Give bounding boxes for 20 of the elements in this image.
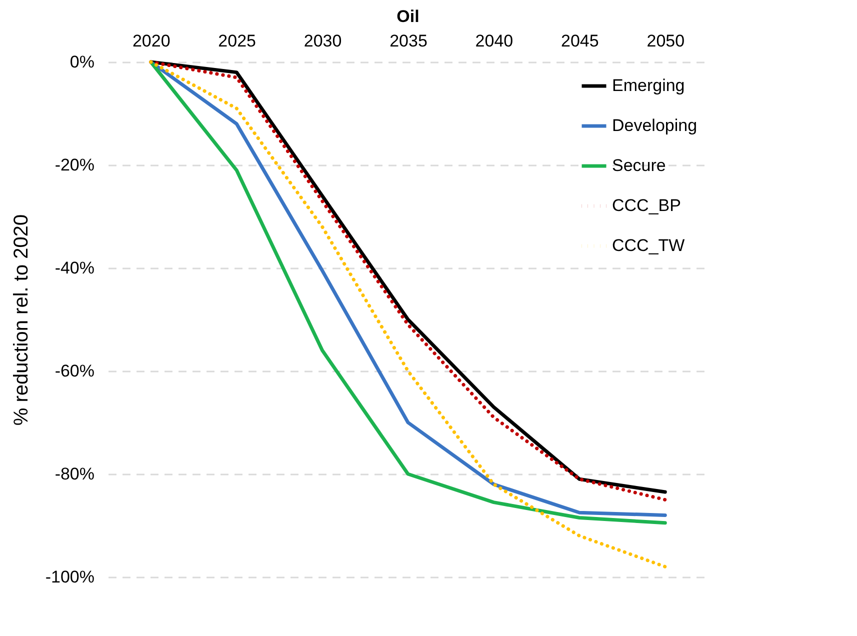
legend-label: Secure bbox=[612, 156, 666, 175]
legend-label: CCC_TW bbox=[612, 236, 685, 255]
x-tick-label: 2035 bbox=[390, 32, 428, 50]
legend-label: CCC_BP bbox=[612, 196, 681, 215]
legend-label: Developing bbox=[612, 116, 698, 135]
x-tick-label: 2020 bbox=[132, 32, 170, 50]
x-tick-label: 2045 bbox=[561, 32, 599, 50]
y-tick-label: -80% bbox=[54, 464, 94, 484]
chart-title: Oil bbox=[396, 7, 420, 26]
x-tick-label: 2030 bbox=[304, 32, 342, 50]
y-tick-label: -60% bbox=[54, 362, 94, 380]
y-tick-label: 0% bbox=[70, 52, 94, 72]
x-tick-label: 2040 bbox=[475, 32, 514, 50]
legend-label: Emerging bbox=[612, 76, 685, 95]
y-tick-label: -100% bbox=[45, 568, 94, 586]
y-tick-label: -40% bbox=[54, 258, 94, 278]
y-axis-title: % reduction rel. to 2020 bbox=[10, 214, 32, 426]
x-tick-label: 2050 bbox=[646, 32, 685, 50]
x-tick-label: 2025 bbox=[218, 32, 256, 50]
y-tick-label: -20% bbox=[54, 156, 94, 174]
